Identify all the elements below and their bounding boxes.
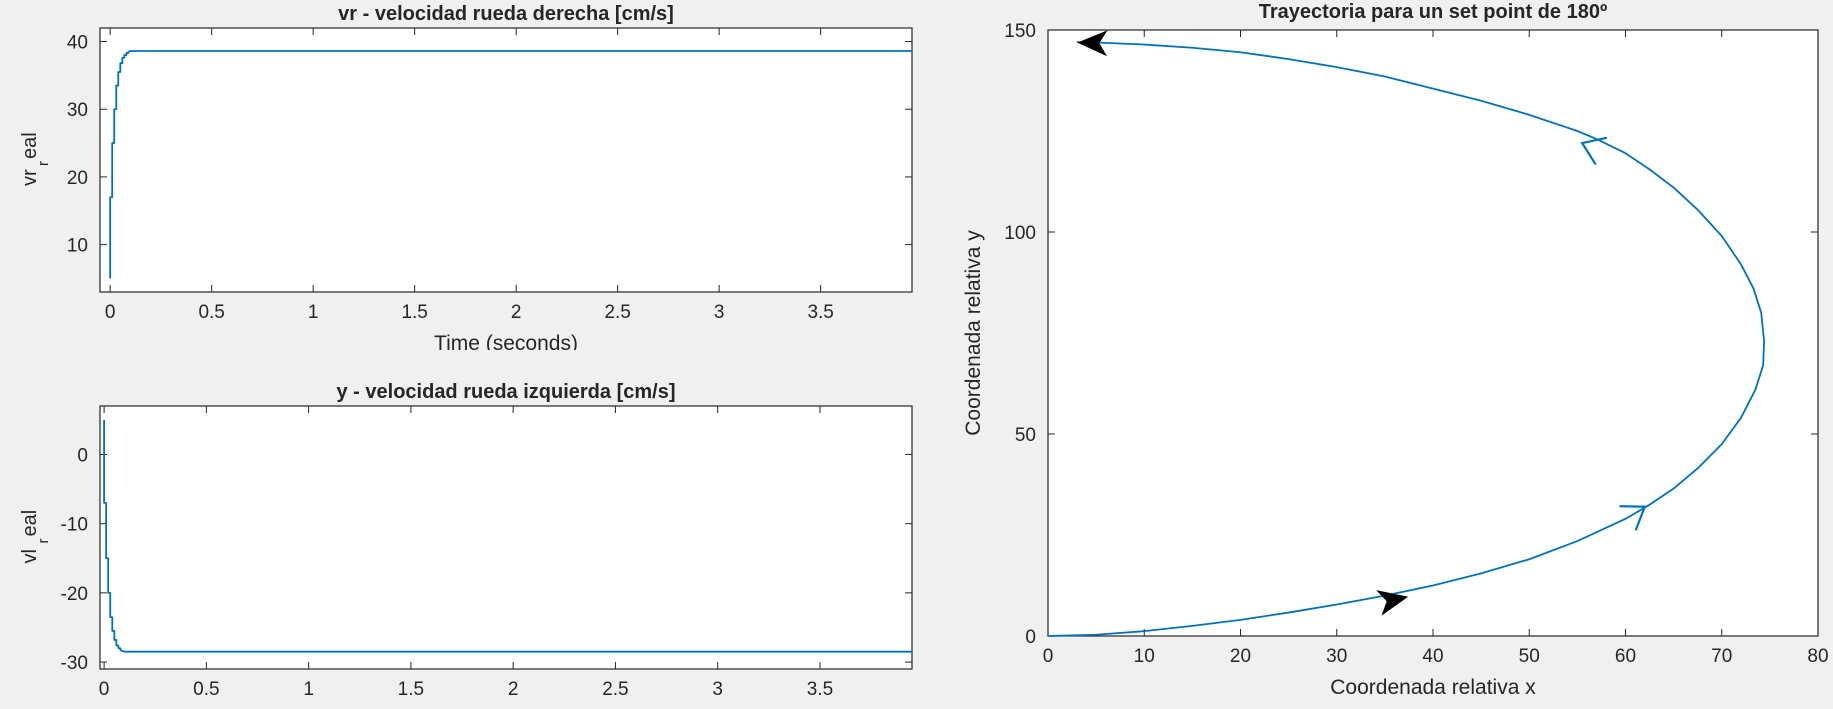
x-tick-label: 70 [1711, 646, 1732, 667]
x-axis-label: Time (seconds) [434, 332, 578, 350]
vr-chart: vr - velocidad rueda derecha [cm/s] 0 0.5 1… [19, 3, 913, 350]
x-tick-label: 2.5 [602, 679, 628, 700]
x-tick-label: 2 [511, 302, 522, 323]
y-tick-label: 100 [1004, 223, 1036, 244]
x-tick-label: 50 [1519, 646, 1540, 667]
y-tick-label: -10 [61, 515, 88, 536]
x-tick-label: 0 [105, 302, 116, 323]
x-tick-label: 60 [1615, 646, 1636, 667]
x-tick-label: 30 [1326, 646, 1347, 667]
y-tick-label: -20 [61, 584, 88, 605]
chart-title: y - velocidad rueda izquierda [cm/s] [337, 381, 676, 403]
y-tick-label: 40 [67, 33, 88, 54]
right-figure-panel: Trayectoria para un set point de 180º 0 10… [930, 0, 1833, 709]
y-axis-label: vl r eal [19, 510, 52, 564]
left-figure-panel: vr - velocidad rueda derecha [cm/s] 0 0.5 1… [19, 3, 913, 700]
y-tick-label: 20 [67, 168, 88, 189]
y-axis-label: Coordenada relativa y [962, 230, 985, 436]
y-tick-label: 150 [1004, 21, 1036, 42]
y-tick-label: 50 [1015, 425, 1036, 446]
direction-arrow-head [1580, 136, 1608, 165]
x-tick-label: 2 [508, 679, 519, 700]
x-tick-label: 3 [712, 679, 723, 700]
x-tick-label: 80 [1807, 646, 1828, 667]
x-tick-label: 0 [1043, 646, 1054, 667]
x-tick-label: 1.5 [398, 679, 424, 700]
x-tick-label: 2.5 [604, 302, 630, 323]
y-axis-label: vr r eal [19, 132, 52, 186]
plot-area [99, 27, 913, 293]
y-tick-label: 0 [1025, 627, 1036, 648]
plot-area [1047, 29, 1819, 637]
y-axis-label-tail: eal [19, 132, 41, 159]
series-line-0 [1047, 41, 1765, 637]
y-axis-label-sub: r [35, 161, 52, 166]
x-tick-label: 1 [303, 679, 314, 700]
series-line-0 [103, 419, 912, 653]
direction-arrow-1 [1077, 30, 1108, 57]
direction-arrow-2 [1580, 136, 1608, 165]
y-axis-label-tail: eal [19, 510, 41, 537]
chart-title: vr - velocidad rueda derecha [cm/s] [338, 3, 674, 25]
x-tick-label: 0.5 [198, 302, 224, 323]
chart-title: Trayectoria para un set point de 180º [1259, 1, 1608, 23]
x-tick-label: 0 [99, 679, 110, 700]
x-tick-label: 40 [1422, 646, 1443, 667]
y-tick-label: -30 [61, 653, 88, 674]
y-axis-label-main: vr [19, 169, 41, 186]
vl-chart: y - velocidad rueda izquierda [cm/s] 0 0.5… [19, 381, 913, 700]
y-tick-label: 30 [67, 100, 88, 121]
x-tick-label: 3.5 [807, 302, 833, 323]
x-tick-label: 0.5 [193, 679, 219, 700]
x-tick-label: 3 [714, 302, 725, 323]
direction-arrow-0 [1376, 590, 1409, 616]
y-axis-label-main: vl [19, 549, 41, 563]
direction-arrow-head [1077, 30, 1108, 57]
x-tick-label: 1 [308, 302, 319, 323]
direction-arrow-3 [1619, 505, 1647, 531]
x-axis-label: Coordenada relativa x [1330, 676, 1536, 699]
y-tick-label: 0 [77, 445, 88, 466]
x-tick-label: 10 [1134, 646, 1155, 667]
x-tick-label: 20 [1230, 646, 1251, 667]
x-tick-label: 3.5 [807, 679, 833, 700]
trajectory-chart: Trayectoria para un set point de 180º 0 10… [962, 1, 1829, 699]
plot-area [99, 405, 913, 670]
direction-arrow-head [1619, 505, 1647, 531]
y-axis-label-sub: r [35, 539, 52, 544]
direction-arrow-head [1376, 590, 1409, 616]
series-line-0 [109, 50, 912, 279]
x-tick-label: 1.5 [401, 302, 427, 323]
y-tick-label: 10 [67, 236, 88, 257]
